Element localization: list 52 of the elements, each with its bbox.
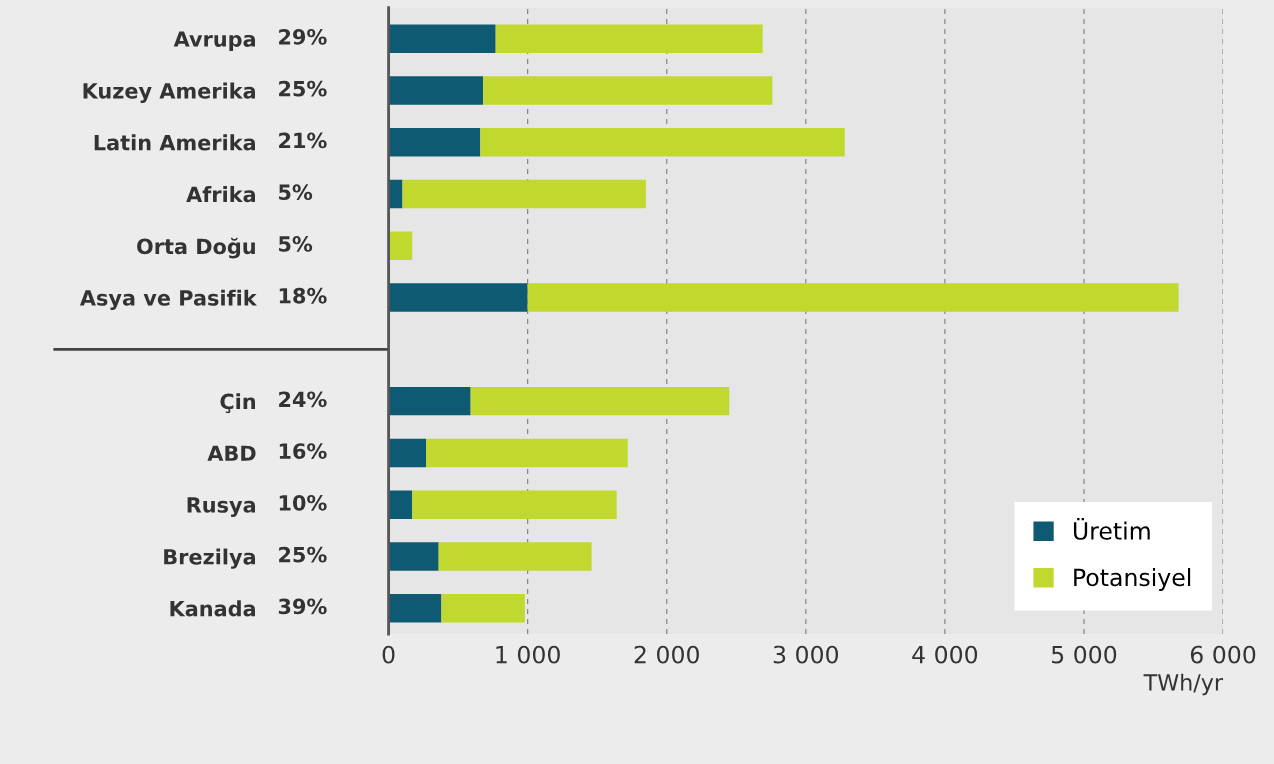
text: 25% [279, 80, 327, 97]
bar [483, 76, 773, 105]
x-tick-label: 5 000 [1051, 645, 1117, 664]
y-tick-label: ABD [207, 445, 256, 461]
text: 21% [279, 132, 327, 149]
bar [388, 76, 484, 105]
bar [388, 490, 413, 519]
x-tick-label: 0 [382, 645, 395, 664]
bar [388, 542, 439, 571]
bar [441, 593, 525, 623]
x-tick-label: 1 000 [496, 645, 560, 664]
x-tick-label: 6 000 [1190, 645, 1256, 664]
y-tick-label: Rusya [187, 497, 255, 518]
y-tick-label: Latin Amerika [94, 134, 255, 151]
x-axis-title: TWh/yr [1143, 673, 1224, 696]
legend-label: Potansiyel [1074, 568, 1191, 591]
text: 5% [279, 184, 313, 201]
bar [412, 490, 617, 519]
y-tick-label: Orta Doğu [137, 237, 255, 259]
bar [527, 283, 1179, 312]
text: 18% [279, 287, 327, 304]
x-tick-label: 4 000 [912, 645, 978, 664]
bar [388, 438, 427, 468]
text: 39% [278, 598, 327, 615]
bar [388, 593, 442, 623]
y-tick-label: Brezilya [164, 548, 255, 569]
x-tick-label: 3 000 [773, 645, 839, 664]
bar [470, 386, 730, 416]
bar [388, 231, 413, 261]
bar [495, 24, 763, 53]
bar [388, 283, 528, 312]
bar [480, 128, 845, 157]
text: 5% [279, 236, 313, 252]
y-tick-label: Kanada [170, 600, 255, 617]
text: 10% [279, 494, 327, 511]
bar [388, 128, 481, 157]
y-tick-label: Kuzey Amerika [83, 82, 255, 103]
text: 16% [279, 443, 327, 459]
text: 25% [279, 546, 327, 563]
legend-label: Üretim [1073, 518, 1150, 540]
bar [402, 179, 646, 209]
text: 24% [279, 391, 327, 408]
bar [388, 386, 471, 416]
y-tick-label: Asya ve Pasifik [79, 289, 258, 310]
y-tick-label: Avrupa [173, 31, 255, 51]
bar [426, 438, 628, 468]
bar [438, 542, 592, 571]
bar [388, 24, 496, 53]
x-tick-label: 2 000 [634, 645, 699, 664]
y-tick-label: Çin [220, 393, 255, 414]
y-tick-label: Afrika [186, 186, 255, 203]
text: 29% [279, 28, 327, 45]
